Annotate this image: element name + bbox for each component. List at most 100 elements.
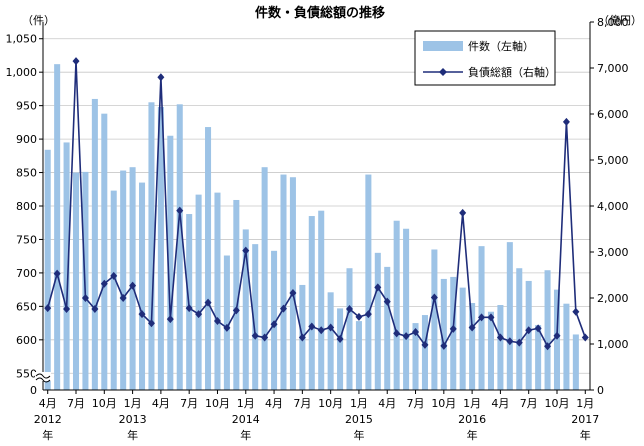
- right-tick-label: 8,000: [597, 16, 629, 29]
- debt-point: [364, 310, 372, 319]
- x-year-label: 2015: [345, 413, 373, 426]
- debt-line: [46, 61, 587, 349]
- x-year-suffix: 年: [353, 428, 364, 442]
- x-month-label: 10月: [92, 397, 117, 410]
- x-month-label: 7月: [407, 397, 425, 410]
- bar: [450, 276, 457, 390]
- debt-point: [487, 313, 495, 322]
- debt-point: [534, 324, 542, 333]
- line-series-debt: [44, 57, 589, 351]
- left-tick-label: 950: [16, 100, 37, 113]
- debt-point: [459, 208, 467, 217]
- right-tick-label: 2,000: [597, 292, 629, 305]
- debt-point: [232, 306, 240, 315]
- debt-point: [506, 337, 514, 346]
- left-tick-label: 700: [16, 267, 37, 280]
- right-tick-label: 5,000: [597, 154, 629, 167]
- left-tick-label: 1,000: [6, 66, 38, 79]
- bar: [289, 177, 296, 390]
- bar: [516, 268, 523, 390]
- x-month-label: 4月: [265, 397, 283, 410]
- debt-point: [308, 322, 316, 331]
- axis-break-mark: [35, 373, 51, 379]
- debt-point: [374, 283, 382, 292]
- debt-point: [421, 340, 429, 349]
- bar: [469, 303, 476, 390]
- left-tick-label: 650: [16, 300, 37, 313]
- x-month-label: 10月: [318, 397, 343, 410]
- x-month-label: 4月: [378, 397, 396, 410]
- left-tick-label: 550: [16, 367, 37, 380]
- debt-point: [242, 246, 250, 255]
- bar: [72, 172, 80, 390]
- chart-title: 件数・負債総額の推移: [255, 5, 385, 21]
- x-month-label: 7月: [180, 397, 198, 410]
- bar: [157, 106, 164, 390]
- bar: [337, 308, 344, 390]
- right-tick-label: 6,000: [597, 108, 629, 121]
- debt-point: [81, 294, 89, 302]
- bar: [355, 321, 362, 390]
- debt-point: [355, 312, 363, 321]
- left-axis-unit: （件）: [22, 14, 55, 27]
- x-month-label: 10月: [205, 397, 230, 410]
- debt-point: [44, 304, 52, 313]
- bar: [431, 249, 438, 390]
- debt-point: [346, 305, 354, 314]
- bar: [421, 315, 428, 390]
- left-tick-label: 850: [16, 167, 37, 180]
- bar: [459, 287, 466, 390]
- debt-point: [72, 57, 80, 66]
- bar: [233, 199, 240, 390]
- debt-point: [478, 313, 486, 322]
- x-month-label: 10月: [431, 397, 456, 410]
- bar: [563, 303, 570, 390]
- bar: [318, 210, 325, 390]
- debt-point: [440, 341, 448, 350]
- debt-point: [223, 323, 231, 332]
- left-tick-label: 900: [16, 133, 37, 146]
- debt-point: [261, 333, 269, 342]
- debt-point: [157, 73, 165, 82]
- debt-point: [204, 298, 212, 307]
- x-month-label: 1月: [576, 397, 594, 410]
- bar: [525, 280, 532, 390]
- debt-point: [430, 293, 438, 302]
- debt-point: [289, 288, 297, 297]
- x-year-suffix: 年: [127, 428, 138, 442]
- bar: [412, 323, 419, 390]
- debt-point: [412, 328, 420, 337]
- legend-marker-debt: [439, 68, 447, 76]
- x-year-suffix: 年: [580, 428, 591, 442]
- bar: [327, 292, 334, 390]
- x-year-label: 2017: [571, 413, 599, 426]
- bar: [139, 182, 146, 390]
- debt-point: [544, 342, 552, 351]
- bar: [110, 190, 117, 390]
- bar: [205, 127, 212, 390]
- legend-swatch-count: [423, 41, 463, 51]
- bar: [393, 220, 400, 390]
- debt-point: [213, 317, 221, 325]
- left-tick-label: 0: [30, 384, 37, 397]
- bar: [44, 149, 51, 390]
- debt-point: [562, 117, 570, 126]
- right-tick-label: 0: [597, 384, 604, 397]
- debt-point: [185, 304, 193, 313]
- x-month-label: 7月: [293, 397, 311, 410]
- right-tick-label: 1,000: [597, 338, 629, 351]
- x-year-label: 2016: [458, 413, 486, 426]
- left-tick-label: 1,050: [6, 33, 38, 46]
- bar: [214, 192, 221, 390]
- bar: [91, 98, 98, 390]
- bar: [497, 305, 504, 390]
- debt-point: [402, 332, 410, 341]
- bar: [54, 64, 61, 391]
- bar: [63, 142, 70, 390]
- bar: [101, 113, 108, 390]
- debt-point: [515, 338, 523, 347]
- debt-point: [317, 326, 325, 335]
- legend-label-count: 件数（左軸）: [468, 39, 534, 53]
